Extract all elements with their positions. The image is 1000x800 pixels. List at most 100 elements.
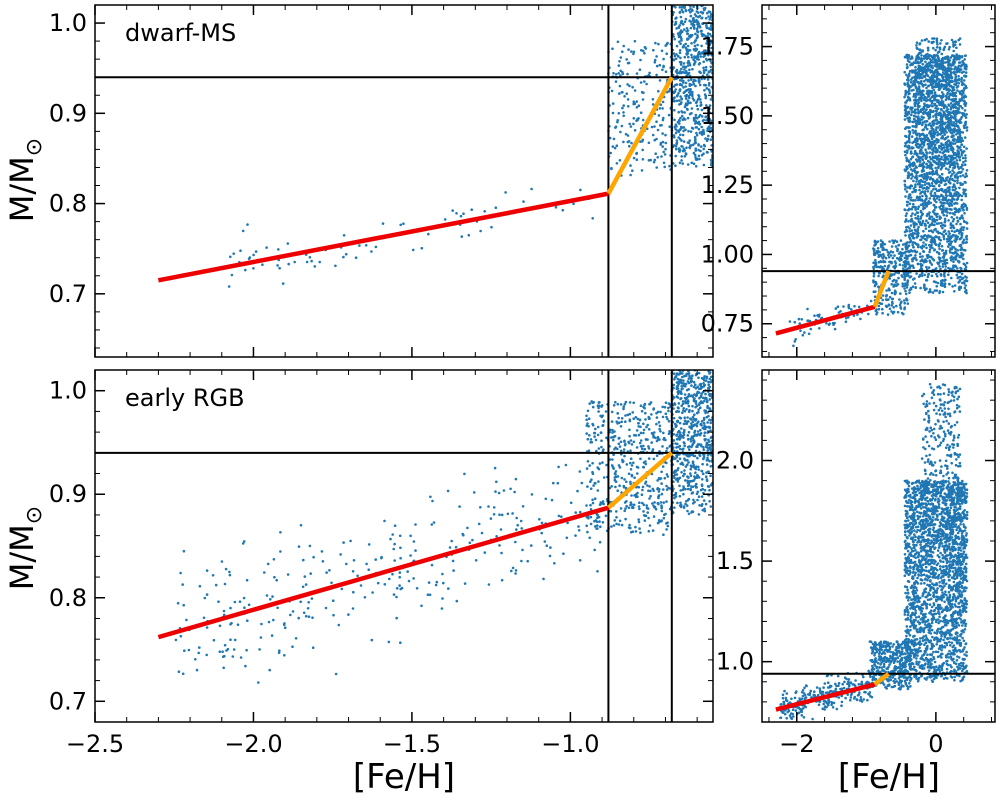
scatter-point (684, 42, 687, 46)
scatter-point (904, 234, 907, 237)
scatter-point (332, 613, 335, 617)
scatter-point (928, 250, 931, 254)
scatter-point (686, 29, 690, 32)
scatter-point (906, 204, 909, 207)
scatter-point (395, 595, 398, 599)
scatter-point (660, 509, 664, 513)
scatter-point (895, 304, 898, 308)
scatter-point (610, 410, 614, 414)
scatter-point (933, 58, 936, 61)
scatter-point (630, 530, 633, 534)
scatter-point (935, 71, 938, 74)
scatter-point (962, 70, 965, 74)
scatter-point (944, 67, 948, 70)
scatter-point (331, 599, 335, 602)
scatter-point (931, 210, 935, 213)
scatter-point (520, 527, 523, 530)
scatter-point (925, 172, 929, 175)
scatter-point (694, 32, 697, 36)
scatter-point (589, 515, 593, 519)
scatter-point (877, 304, 881, 308)
scatter-point (589, 487, 593, 491)
scatter-point (892, 310, 896, 314)
scatter-point (599, 502, 602, 506)
scatter-point (914, 143, 918, 147)
scatter-point (639, 531, 642, 534)
scatter-point (949, 226, 953, 229)
scatter-point (909, 152, 913, 155)
scatter-point (585, 504, 588, 507)
scatter-point (667, 402, 671, 405)
scatter-point (938, 247, 941, 251)
scatter-point (618, 436, 621, 440)
scatter-point (894, 245, 898, 248)
scatter-point (931, 291, 935, 294)
scatter-point (922, 250, 925, 253)
scatter-point (661, 132, 664, 135)
scatter-point (212, 638, 216, 642)
scatter-point (949, 236, 953, 240)
scatter-point (949, 84, 953, 88)
scatter-point (915, 171, 918, 175)
scatter-point (653, 125, 656, 128)
scatter-point (686, 64, 690, 67)
scatter-point (694, 147, 698, 150)
scatter-point (926, 221, 930, 225)
scatter-point (624, 517, 627, 521)
scatter-point (916, 155, 920, 158)
scatter-point (959, 174, 962, 178)
scatter-point (521, 505, 525, 508)
scatter-point (600, 445, 603, 449)
scatter-point (950, 194, 954, 198)
scatter-point (898, 263, 902, 267)
scatter-point (891, 279, 895, 283)
scatter-point (940, 221, 943, 225)
scatter-point (596, 425, 600, 429)
scatter-point (320, 550, 324, 553)
scatter-point (955, 46, 958, 50)
scatter-point (695, 10, 699, 13)
scatter-point (943, 282, 946, 286)
scatter-point (642, 510, 645, 513)
scatter-point (236, 623, 240, 626)
scatter-point (794, 338, 797, 341)
scatter-point (345, 562, 348, 566)
scatter-point (231, 655, 235, 658)
scatter-point (689, 101, 692, 105)
scatter-point (916, 230, 920, 234)
scatter-point (949, 106, 953, 109)
scatter-point (960, 98, 963, 101)
scatter-point (879, 245, 883, 248)
scatter-point (704, 16, 708, 20)
scatter-point (614, 485, 617, 489)
scatter-point (921, 165, 925, 169)
scatter-point (910, 69, 914, 72)
scatter-point (701, 119, 705, 123)
scatter-point (683, 20, 687, 24)
scatter-point (929, 83, 932, 87)
scatter-point (923, 140, 926, 143)
scatter-point (908, 147, 911, 150)
scatter-point (788, 320, 792, 323)
scatter-point (913, 79, 917, 83)
scatter-point (232, 252, 235, 255)
scatter-point (589, 503, 592, 507)
scatter-point (545, 544, 549, 547)
scatter-point (492, 506, 496, 509)
scatter-point (892, 306, 895, 309)
scatter-point (673, 23, 677, 26)
scatter-point (667, 419, 671, 423)
scatter-point (907, 112, 911, 115)
scatter-point (942, 93, 945, 96)
scatter-point (640, 169, 644, 172)
scatter-point (299, 524, 303, 527)
scatter-point (553, 562, 556, 565)
scatter-point (647, 141, 651, 145)
scatter-point (943, 179, 946, 183)
scatter-point (689, 7, 692, 11)
scatter-point (921, 221, 924, 225)
scatter-point (933, 55, 936, 59)
scatter-point (906, 200, 910, 204)
scatter-point (900, 311, 904, 315)
